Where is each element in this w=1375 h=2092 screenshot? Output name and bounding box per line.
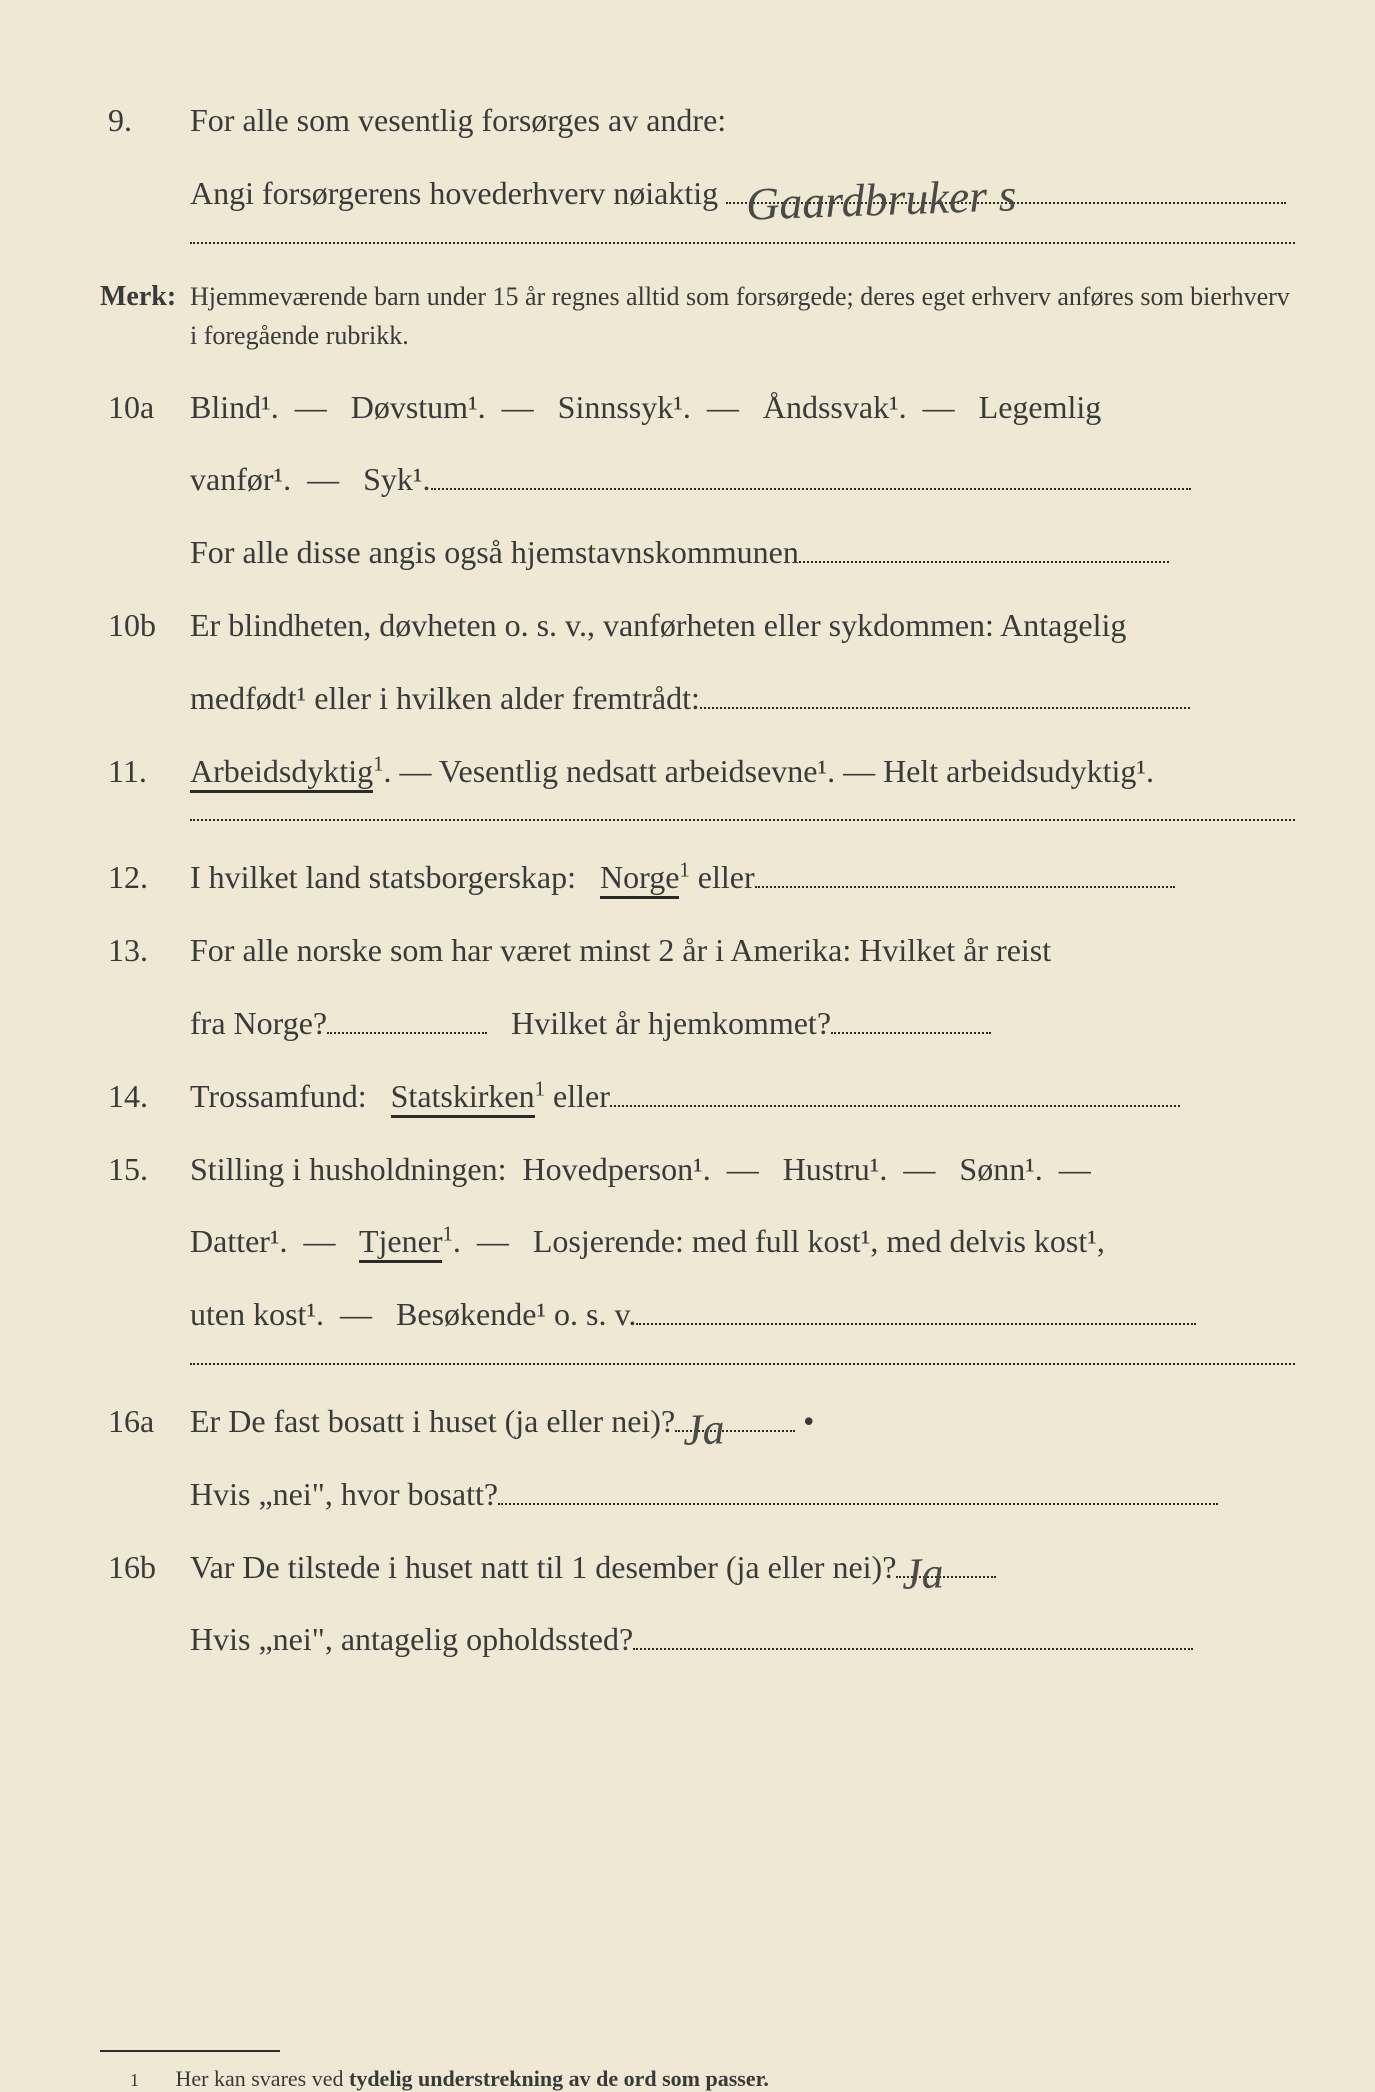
q10a-line3: For alle disse angis også hjemstavnskomm… xyxy=(190,522,1295,583)
q10b-line2: medfødt¹ eller i hvilken alder fremtrådt… xyxy=(190,668,1295,729)
q15-row2: Datter¹. — Tjener1. — Losjerende: med fu… xyxy=(100,1211,1295,1272)
q15-number: 15. xyxy=(100,1139,190,1200)
q9-row1: 9. For alle som vesentlig forsørges av a… xyxy=(100,90,1295,151)
footnote-number: 1 xyxy=(130,2070,170,2091)
q16a-number: 16a xyxy=(100,1391,190,1452)
q11-opt1-underlined: Arbeidsdyktig xyxy=(190,753,373,793)
q16b-row1: 16b Var De tilstede i huset natt til 1 d… xyxy=(100,1537,1295,1598)
q9-line1: For alle som vesentlig forsørges av andr… xyxy=(190,90,1295,151)
merk-row: Merk: Hjemmeværende barn under 15 år reg… xyxy=(100,270,1295,355)
q13-row2: fra Norge? Hvilket år hjemkommet? xyxy=(100,993,1295,1054)
q10a-row1: 10a Blind¹. — Døvstum¹. — Sinnssyk¹. — Å… xyxy=(100,377,1295,438)
q15-opt-underlined: Tjener xyxy=(359,1223,443,1263)
q15-line1: Stilling i husholdningen: Hovedperson¹. … xyxy=(190,1139,1295,1200)
divider-2 xyxy=(190,819,1295,821)
q9-row2: Angi forsørgerens hovederhverv nøiaktig … xyxy=(100,163,1295,224)
q12-number: 12. xyxy=(100,847,190,908)
q16a-line1: Er De fast bosatt i huset (ja eller nei)… xyxy=(190,1391,1295,1452)
q13-row1: 13. For alle norske som har været minst … xyxy=(100,920,1295,981)
q10a-number: 10a xyxy=(100,377,190,438)
q14-content: Trossamfund: Statskirken1 eller xyxy=(190,1066,1295,1127)
footnote: 1 Her kan svares ved tydelig understrekn… xyxy=(100,2066,1295,2092)
q16a-fill: Ja xyxy=(675,1430,795,1432)
q9-fill-line: Gaardbruker s xyxy=(726,202,1286,204)
q10a-row2: vanfør¹. — Syk¹. xyxy=(100,449,1295,510)
q9-line2-prefix: Angi forsørgerens hovederhverv nøiaktig xyxy=(190,175,718,211)
q10b-row2: medfødt¹ eller i hvilken alder fremtrådt… xyxy=(100,668,1295,729)
q15-row3: uten kost¹. — Besøkende¹ o. s. v. xyxy=(100,1284,1295,1345)
q16a-row1: 16a Er De fast bosatt i huset (ja eller … xyxy=(100,1391,1295,1452)
q15-line2: Datter¹. — Tjener1. — Losjerende: med fu… xyxy=(190,1211,1295,1272)
q16b-row2: Hvis „nei", antagelig opholdssted? xyxy=(100,1609,1295,1670)
q10b-line1: Er blindheten, døvheten o. s. v., vanfør… xyxy=(190,595,1295,656)
q15-row1: 15. Stilling i husholdningen: Hovedperso… xyxy=(100,1139,1295,1200)
q16b-fill: Ja xyxy=(896,1576,996,1578)
q15-line3: uten kost¹. — Besøkende¹ o. s. v. xyxy=(190,1284,1295,1345)
divider-3 xyxy=(190,1363,1295,1365)
q16a-line2: Hvis „nei", hvor bosatt? xyxy=(190,1464,1295,1525)
q10b-row1: 10b Er blindheten, døvheten o. s. v., va… xyxy=(100,595,1295,656)
q12-opt-underlined: Norge xyxy=(600,859,679,899)
merk-text: Hjemmeværende barn under 15 år regnes al… xyxy=(190,277,1295,355)
q11-number: 11. xyxy=(100,741,190,802)
census-form-page: 9. For alle som vesentlig forsørges av a… xyxy=(100,90,1295,2092)
q12-row: 12. I hvilket land statsborgerskap: Norg… xyxy=(100,847,1295,908)
q14-number: 14. xyxy=(100,1066,190,1127)
q12-content: I hvilket land statsborgerskap: Norge1 e… xyxy=(190,847,1295,908)
q13-number: 13. xyxy=(100,920,190,981)
q14-opt-underlined: Statskirken xyxy=(391,1078,535,1118)
q9-line2: Angi forsørgerens hovederhverv nøiaktig … xyxy=(190,163,1295,224)
q11-row: 11. Arbeidsdyktig1. — Vesentlig nedsatt … xyxy=(100,741,1295,802)
q9-handwritten: Gaardbruker s xyxy=(745,151,1018,248)
q16a-handwritten: Ja xyxy=(682,1387,726,1472)
divider-1 xyxy=(190,242,1295,244)
q13-line2: fra Norge? Hvilket år hjemkommet? xyxy=(190,993,1295,1054)
q10b-number: 10b xyxy=(100,595,190,656)
q16b-line1: Var De tilstede i huset natt til 1 desem… xyxy=(190,1537,1295,1598)
q10a-line2: vanfør¹. — Syk¹. xyxy=(190,449,1295,510)
q13-line1: For alle norske som har været minst 2 år… xyxy=(190,920,1295,981)
footnote-rule xyxy=(100,2050,280,2052)
q11-content: Arbeidsdyktig1. — Vesentlig nedsatt arbe… xyxy=(190,741,1295,802)
footnote-text-b: tydelig understrekning av de ord som pas… xyxy=(349,2066,769,2091)
q10a-row3: For alle disse angis også hjemstavnskomm… xyxy=(100,522,1295,583)
q16b-line2: Hvis „nei", antagelig opholdssted? xyxy=(190,1609,1295,1670)
merk-label: Merk: xyxy=(100,270,190,323)
q14-row: 14. Trossamfund: Statskirken1 eller xyxy=(100,1066,1295,1127)
q16a-row2: Hvis „nei", hvor bosatt? xyxy=(100,1464,1295,1525)
q10a-line1: Blind¹. — Døvstum¹. — Sinnssyk¹. — Åndss… xyxy=(190,377,1295,438)
q16b-handwritten: Ja xyxy=(901,1531,945,1616)
q16b-number: 16b xyxy=(100,1537,190,1598)
q9-number: 9. xyxy=(100,90,190,151)
footnote-text-a: Her kan svares ved xyxy=(176,2066,350,2091)
